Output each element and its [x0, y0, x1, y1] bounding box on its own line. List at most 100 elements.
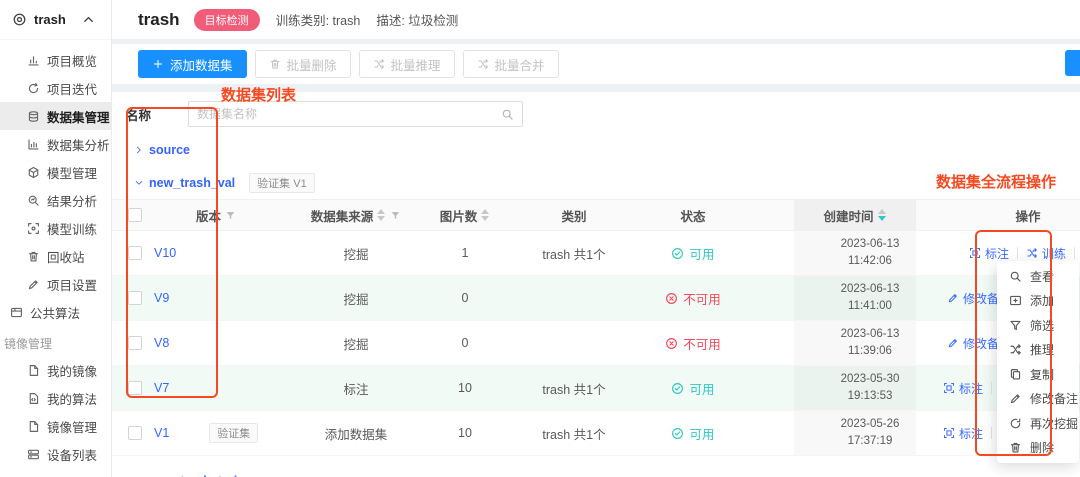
- sidebar-item-result-analysis[interactable]: 结果分析: [0, 186, 111, 214]
- divider: [1017, 247, 1019, 259]
- sidebar-item-my-images[interactable]: 我的镜像: [0, 356, 111, 384]
- created-time: 19:13:53: [847, 390, 893, 402]
- row-checkbox[interactable]: [128, 381, 142, 395]
- device-list-icon: [27, 448, 40, 461]
- created-time: 11:42:06: [848, 255, 892, 267]
- filter-funnel-icon[interactable]: [390, 210, 401, 221]
- classes-cell: trash 共1个: [542, 247, 606, 262]
- menu-item-delete[interactable]: 删除: [997, 436, 1079, 461]
- created-cell: 2023-05-30 19:13:53: [794, 366, 916, 410]
- menu-item-label: 复制: [1030, 367, 1055, 382]
- menu-item-filter[interactable]: 筛选: [997, 313, 1079, 338]
- menu-item-label: 添加: [1030, 294, 1055, 309]
- pencil-icon: [1009, 392, 1022, 405]
- dataset-search-input[interactable]: [197, 107, 502, 121]
- menu-item-edit-note[interactable]: 修改备注: [997, 387, 1079, 412]
- select-all-checkbox[interactable]: [128, 208, 142, 222]
- created-date: 2023-06-13: [840, 328, 900, 341]
- sidebar-item-label: 项目设置: [47, 278, 98, 293]
- tree-row-source[interactable]: source: [112, 133, 1080, 166]
- model-box-icon: [27, 166, 40, 179]
- add-dataset-button[interactable]: 添加数据集: [138, 50, 247, 78]
- batch-merge-label: 批量合并: [494, 58, 545, 73]
- menu-item-mine-again[interactable]: 再次挖掘: [997, 411, 1079, 436]
- menu-item-inference[interactable]: 推理: [997, 338, 1079, 363]
- cross-circle-icon: [665, 337, 678, 350]
- project-selector[interactable]: trash: [0, 0, 111, 40]
- batch-delete-button[interactable]: 批量删除: [254, 50, 351, 78]
- collapse-caret-icon[interactable]: [81, 12, 96, 27]
- filter-funnel-icon[interactable]: [225, 210, 236, 221]
- sidebar-item-project-settings[interactable]: 项目设置: [0, 270, 111, 298]
- sidebar-item-dataset-management[interactable]: 数据集管理: [0, 102, 111, 130]
- dataset-group-link[interactable]: source: [149, 142, 190, 157]
- status-cell: 不可用: [644, 289, 794, 308]
- dataset-group-link[interactable]: new_trash_val: [149, 175, 236, 190]
- sidebar-item-public-algorithms[interactable]: 公共算法: [0, 298, 111, 326]
- table-row-v1: V1 验证集 添加数据集 10 trash 共1个 可用 2023-05-26 17…: [112, 411, 1080, 456]
- pencil-icon: [947, 337, 959, 349]
- menu-item-label: 推理: [1030, 343, 1055, 358]
- sidebar-item-label: 模型训练: [47, 222, 98, 237]
- sidebar-item-model-management[interactable]: 模型管理: [0, 158, 111, 186]
- train-op-link[interactable]: 训练: [1026, 245, 1066, 262]
- batch-inference-button[interactable]: 批量推理: [358, 50, 455, 78]
- version-link[interactable]: V1: [154, 426, 170, 440]
- version-link[interactable]: V9: [154, 291, 170, 305]
- status-cell: 可用: [644, 379, 794, 398]
- divider: [1074, 247, 1076, 259]
- row-checkbox[interactable]: [128, 426, 142, 440]
- sidebar-item-recycle-bin[interactable]: 回收站: [0, 242, 111, 270]
- sidebar-item-image-management[interactable]: 镜像管理: [0, 412, 111, 440]
- batch-merge-button[interactable]: 批量合并: [462, 50, 559, 78]
- sidebar-item-label: 设备列表: [47, 448, 98, 463]
- sidebar-item-label: 我的镜像: [47, 364, 98, 379]
- sort-icon[interactable]: [377, 209, 386, 221]
- tree-row-new-trash-train[interactable]: new_trash_train: [112, 464, 1080, 477]
- version-cell: V10: [146, 246, 286, 260]
- sidebar-item-label: 数据集管理: [47, 110, 110, 125]
- status-label: 不可用: [683, 337, 721, 352]
- sidebar-item-model-training[interactable]: 模型训练: [0, 214, 111, 242]
- version-link[interactable]: V7: [154, 381, 170, 395]
- menu-item-view[interactable]: 查看: [997, 264, 1079, 289]
- column-version[interactable]: 版本: [146, 206, 286, 225]
- sidebar-item-my-algorithms[interactable]: 我的算法: [0, 384, 111, 412]
- sidebar-item-label: 数据集分析: [47, 138, 110, 153]
- column-images[interactable]: 图片数: [426, 206, 504, 225]
- trash-bin-icon: [27, 250, 40, 263]
- page-header: trash 目标检测 训练类别: trash 描述: 垃圾检测: [112, 0, 1080, 40]
- status-label: 可用: [689, 247, 715, 262]
- sidebar-item-dataset-analysis[interactable]: 数据集分析: [0, 130, 111, 158]
- sort-icon[interactable]: [481, 209, 490, 221]
- menu-item-add[interactable]: 添加: [997, 289, 1079, 314]
- version-link[interactable]: V10: [154, 246, 177, 260]
- chevron-right-icon: [134, 145, 144, 155]
- file-doc-icon: [27, 420, 40, 433]
- sidebar-item-project-iteration[interactable]: 项目迭代: [0, 74, 111, 102]
- sort-icon-active[interactable]: [877, 209, 887, 221]
- annotate-op-link[interactable]: 标注: [969, 245, 1009, 262]
- menu-item-copy[interactable]: 复制: [997, 362, 1079, 387]
- row-checkbox[interactable]: [128, 291, 142, 305]
- column-label: 数据集来源: [310, 209, 374, 224]
- tree-row-new-trash-val[interactable]: new_trash_val 验证集 V1: [112, 166, 1080, 199]
- version-cell: V1 验证集: [146, 423, 286, 443]
- sidebar-item-label: 公共算法: [30, 306, 81, 321]
- status-cell: 不可用: [644, 334, 794, 353]
- row-check-cell: [112, 381, 146, 395]
- source-cell: 挖掘: [343, 247, 369, 262]
- column-created[interactable]: 创建时间: [794, 200, 916, 230]
- dataset-group-link[interactable]: new_trash_train: [149, 474, 245, 477]
- annotate-op-link[interactable]: 标注: [943, 425, 983, 442]
- funnel-icon: [1009, 319, 1022, 332]
- annotate-op-link[interactable]: 标注: [943, 380, 983, 397]
- column-source[interactable]: 数据集来源: [286, 206, 426, 225]
- sidebar-item-device-list[interactable]: 设备列表: [0, 440, 111, 468]
- row-checkbox[interactable]: [128, 246, 142, 260]
- version-link[interactable]: V8: [154, 336, 170, 350]
- sidebar-item-project-overview[interactable]: 项目概览: [0, 46, 111, 74]
- clipped-edge-button[interactable]: [1065, 50, 1080, 76]
- sidebar-item-label: 我的算法: [47, 392, 98, 407]
- row-checkbox[interactable]: [128, 336, 142, 350]
